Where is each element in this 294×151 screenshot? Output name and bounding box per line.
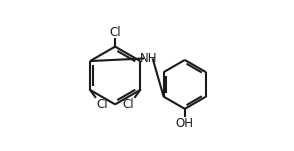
Text: OH: OH bbox=[176, 117, 194, 130]
Text: NH: NH bbox=[140, 52, 157, 65]
Text: Cl: Cl bbox=[96, 98, 108, 111]
Text: Cl: Cl bbox=[123, 98, 134, 111]
Text: Cl: Cl bbox=[109, 26, 121, 39]
